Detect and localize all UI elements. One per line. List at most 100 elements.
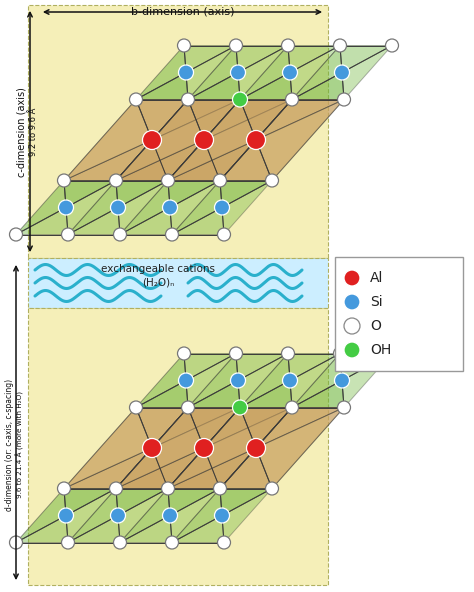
Polygon shape (240, 407, 292, 448)
Circle shape (265, 482, 279, 495)
Polygon shape (290, 353, 340, 407)
Polygon shape (168, 99, 256, 181)
Polygon shape (168, 140, 220, 181)
Circle shape (265, 174, 279, 187)
FancyBboxPatch shape (28, 308, 328, 585)
Polygon shape (186, 46, 236, 99)
Polygon shape (64, 407, 152, 488)
Polygon shape (64, 488, 116, 516)
Circle shape (179, 65, 193, 80)
Polygon shape (168, 407, 240, 488)
Polygon shape (168, 99, 240, 181)
Polygon shape (188, 381, 240, 407)
Circle shape (213, 174, 227, 187)
Circle shape (165, 536, 179, 549)
Polygon shape (236, 353, 288, 381)
Polygon shape (116, 99, 204, 181)
Circle shape (344, 342, 360, 358)
Circle shape (194, 130, 213, 150)
Polygon shape (120, 488, 170, 542)
Polygon shape (168, 448, 220, 488)
Polygon shape (116, 407, 188, 488)
Polygon shape (256, 407, 344, 488)
Polygon shape (256, 99, 344, 181)
Polygon shape (68, 181, 118, 234)
Circle shape (62, 228, 74, 241)
Circle shape (282, 39, 294, 52)
FancyBboxPatch shape (28, 258, 328, 308)
Polygon shape (152, 407, 240, 448)
Circle shape (246, 130, 265, 150)
Polygon shape (240, 99, 292, 140)
Circle shape (344, 294, 360, 310)
Polygon shape (136, 407, 188, 448)
Polygon shape (66, 181, 116, 234)
Circle shape (283, 373, 298, 388)
Polygon shape (220, 99, 292, 181)
Polygon shape (168, 407, 256, 488)
Circle shape (194, 439, 213, 458)
Polygon shape (204, 407, 292, 488)
Circle shape (233, 92, 247, 107)
Polygon shape (120, 208, 172, 234)
Polygon shape (172, 488, 222, 542)
Circle shape (163, 508, 177, 523)
Circle shape (213, 482, 227, 495)
Circle shape (9, 536, 22, 549)
Polygon shape (168, 181, 220, 208)
Circle shape (334, 39, 346, 52)
Polygon shape (64, 99, 152, 181)
Polygon shape (292, 381, 344, 407)
Circle shape (233, 400, 247, 415)
Polygon shape (68, 208, 120, 234)
Polygon shape (118, 181, 168, 234)
Polygon shape (240, 46, 290, 99)
Polygon shape (116, 407, 188, 488)
Polygon shape (64, 448, 152, 488)
Circle shape (110, 200, 126, 215)
Circle shape (337, 401, 350, 414)
Polygon shape (64, 181, 116, 208)
Polygon shape (16, 488, 66, 542)
FancyBboxPatch shape (335, 257, 463, 371)
Polygon shape (168, 407, 344, 488)
Circle shape (215, 200, 229, 215)
Polygon shape (116, 140, 204, 181)
Polygon shape (256, 99, 344, 140)
Circle shape (62, 536, 74, 549)
Polygon shape (238, 353, 288, 407)
Polygon shape (172, 516, 224, 542)
Circle shape (182, 401, 194, 414)
Polygon shape (220, 407, 292, 488)
Polygon shape (292, 46, 342, 99)
Polygon shape (188, 72, 240, 99)
Circle shape (229, 347, 243, 360)
Circle shape (143, 439, 162, 458)
Text: exchangeable cations
(H₂O)ₙ: exchangeable cations (H₂O)ₙ (101, 265, 215, 288)
Polygon shape (222, 181, 272, 234)
Polygon shape (168, 488, 220, 516)
Circle shape (215, 508, 229, 523)
Polygon shape (120, 181, 170, 234)
Circle shape (162, 482, 174, 495)
Circle shape (344, 270, 360, 286)
Circle shape (285, 93, 299, 106)
Circle shape (335, 65, 349, 80)
Text: OH: OH (370, 343, 391, 357)
Polygon shape (340, 46, 392, 72)
Circle shape (177, 347, 191, 360)
Circle shape (285, 401, 299, 414)
Polygon shape (64, 140, 152, 181)
Polygon shape (184, 46, 236, 72)
Circle shape (179, 373, 193, 388)
Circle shape (57, 174, 71, 187)
Polygon shape (220, 448, 272, 488)
Circle shape (109, 482, 122, 495)
Circle shape (282, 347, 294, 360)
Polygon shape (118, 488, 168, 542)
Text: d-dimension (or: c-axis, c-spacing): d-dimension (or: c-axis, c-spacing) (4, 379, 13, 511)
Polygon shape (68, 488, 118, 542)
Polygon shape (116, 488, 168, 516)
Circle shape (230, 65, 246, 80)
Text: b-dimension (axis): b-dimension (axis) (131, 6, 235, 16)
